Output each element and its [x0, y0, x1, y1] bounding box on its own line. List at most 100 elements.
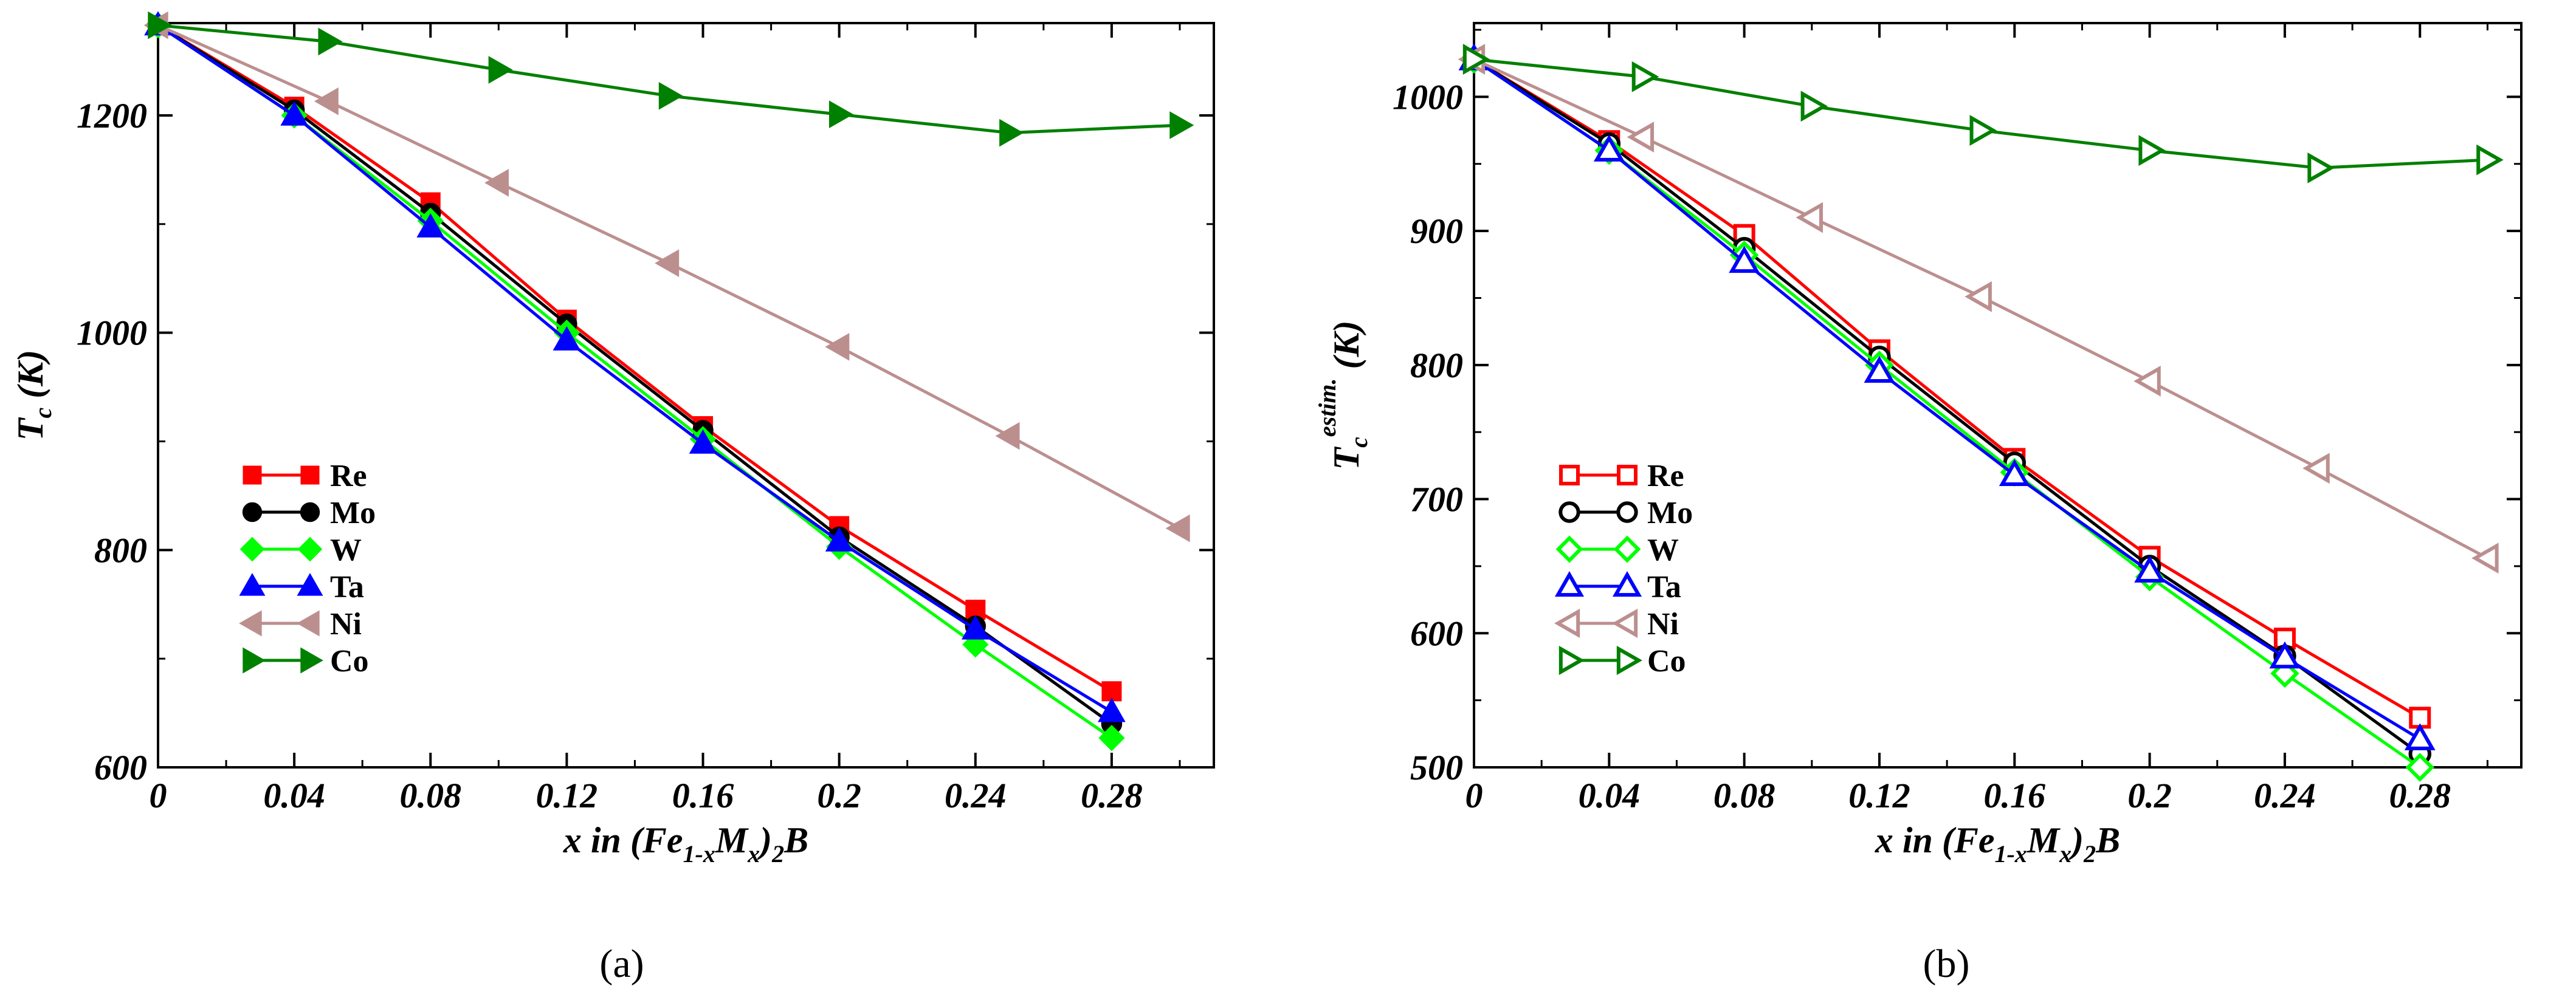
- data-point-ta: [2269, 641, 2301, 669]
- data-point-ni: [995, 422, 1020, 450]
- legend-marker-re: [1559, 465, 1580, 485]
- chart-panel-b: 0 0.04 0.08 0.12 0.16 0.2 0.24 0.28 500 600 700 800…: [1314, 22, 2523, 868]
- data-point-co: [2476, 144, 2504, 176]
- x-tick-label: 0.12: [1848, 776, 1910, 815]
- legend-label-w: W: [1647, 533, 1679, 567]
- legend-marker-mo: [300, 502, 320, 522]
- x-tick-label: 0.28: [2389, 776, 2451, 815]
- data-point-w: [2405, 753, 2435, 782]
- legend-marker-ta: [297, 573, 323, 596]
- series-ta: [1458, 43, 2436, 750]
- series-line-mo: [1473, 58, 2421, 755]
- y-tick-label: 700: [1410, 480, 1463, 519]
- data-point-co: [488, 56, 513, 84]
- legend-label-w: W: [330, 533, 362, 567]
- data-point-w: [1098, 725, 1125, 752]
- legend-marker-co: [300, 647, 323, 674]
- series-line-ta: [1473, 58, 2421, 741]
- x-tick-label: 0.04: [263, 776, 325, 815]
- legend-marker-co: [1616, 645, 1642, 676]
- y-tick-label: 500: [1410, 748, 1463, 787]
- x-tick-label: 0.04: [1579, 776, 1641, 815]
- legend-marker-re: [243, 465, 262, 485]
- legend-marker-mo: [1616, 501, 1638, 523]
- data-point-ta: [1999, 459, 2030, 487]
- data-point-ni: [2302, 453, 2330, 484]
- x-tick-label: 0.08: [1713, 776, 1775, 815]
- legend-marker-ni: [1612, 608, 1638, 639]
- data-point-re: [1101, 681, 1122, 702]
- x-tick-label: 0.28: [1081, 776, 1143, 815]
- x-tick-label: 0.16: [1984, 776, 2046, 815]
- legend-label-re: Re: [1647, 459, 1684, 493]
- data-point-ta: [1864, 355, 1895, 383]
- data-point-co: [2307, 152, 2335, 183]
- data-point-ta: [280, 101, 308, 126]
- data-point-co: [1631, 61, 1659, 92]
- legend-marker-w: [297, 536, 323, 562]
- legend-marker-ta: [1554, 571, 1585, 597]
- data-point-ta: [689, 429, 717, 454]
- data-point-ni: [1165, 514, 1190, 543]
- legend-label-co: Co: [330, 644, 369, 679]
- data-point-ni: [1627, 122, 1655, 153]
- data-point-ni: [825, 333, 850, 361]
- series-line-mo: [157, 24, 1113, 725]
- x-tick-label: 0.2: [817, 776, 861, 815]
- legend-marker-re: [300, 465, 320, 485]
- legend-marker-ni: [297, 610, 320, 637]
- y-tick-label: 600: [1410, 614, 1463, 653]
- data-point-co: [1800, 91, 1828, 122]
- y-axis-label: Tc (K): [10, 350, 57, 440]
- data-point-ni: [314, 87, 339, 115]
- legend-label-co: Co: [1647, 644, 1686, 679]
- data-point-ni: [1965, 281, 1992, 312]
- data-point-ni: [484, 169, 509, 197]
- legend-label-ta: Ta: [1647, 570, 1681, 604]
- data-point-ta: [961, 615, 990, 640]
- legend-marker-ni: [1554, 608, 1580, 639]
- legend-marker-mo: [242, 502, 263, 522]
- legend-marker-ta: [239, 573, 266, 596]
- data-point-co: [828, 100, 853, 129]
- data-point-co: [1969, 115, 1997, 146]
- legend-label-re: Re: [330, 459, 367, 493]
- y-tick-label: 1000: [77, 313, 147, 353]
- data-point-ni: [2471, 543, 2499, 574]
- legend-marker-w: [1555, 535, 1583, 563]
- data-point-co: [148, 11, 173, 39]
- legend-label-mo: Mo: [1647, 496, 1693, 530]
- x-tick-label: 0.2: [2127, 776, 2172, 815]
- plot-frame: [157, 22, 1215, 769]
- y-tick-label: 600: [94, 748, 147, 787]
- legend-label-mo: Mo: [330, 496, 376, 530]
- x-tick-label: 0.12: [536, 776, 598, 815]
- plot-frame: [1473, 22, 2523, 769]
- legend-marker-ni: [239, 610, 262, 637]
- data-point-co: [1169, 111, 1194, 139]
- x-tick-label: 0: [150, 776, 167, 815]
- data-point-ni: [1796, 202, 1823, 233]
- series-line-ta: [157, 24, 1113, 713]
- series-line-re: [1473, 58, 2421, 719]
- legend-label-ni: Ni: [1647, 607, 1679, 642]
- data-point-ta: [1098, 697, 1126, 722]
- legend-marker-re: [1617, 465, 1638, 485]
- chart-panel-a: 0 0.04 0.08 0.12 0.16 0.2 0.24 0.28 600 800 1000 12…: [10, 11, 1215, 868]
- legend-marker-mo: [1558, 501, 1580, 523]
- panel-caption-b: (b): [1923, 942, 1970, 986]
- series-co: [148, 11, 1194, 147]
- data-point-ta: [416, 213, 445, 238]
- x-tick-label: 0.08: [400, 776, 462, 815]
- data-point-co: [999, 118, 1024, 147]
- data-point-ta: [1729, 245, 1760, 273]
- data-point-co: [2138, 135, 2166, 166]
- y-axis-label: Tcestim. (K): [1314, 320, 1372, 470]
- y-tick-label: 1000: [1393, 77, 1463, 117]
- data-point-ta: [553, 326, 581, 351]
- data-point-ta: [1593, 134, 1625, 162]
- legend-label-ta: Ta: [330, 570, 364, 604]
- legend-label-ni: Ni: [330, 607, 362, 642]
